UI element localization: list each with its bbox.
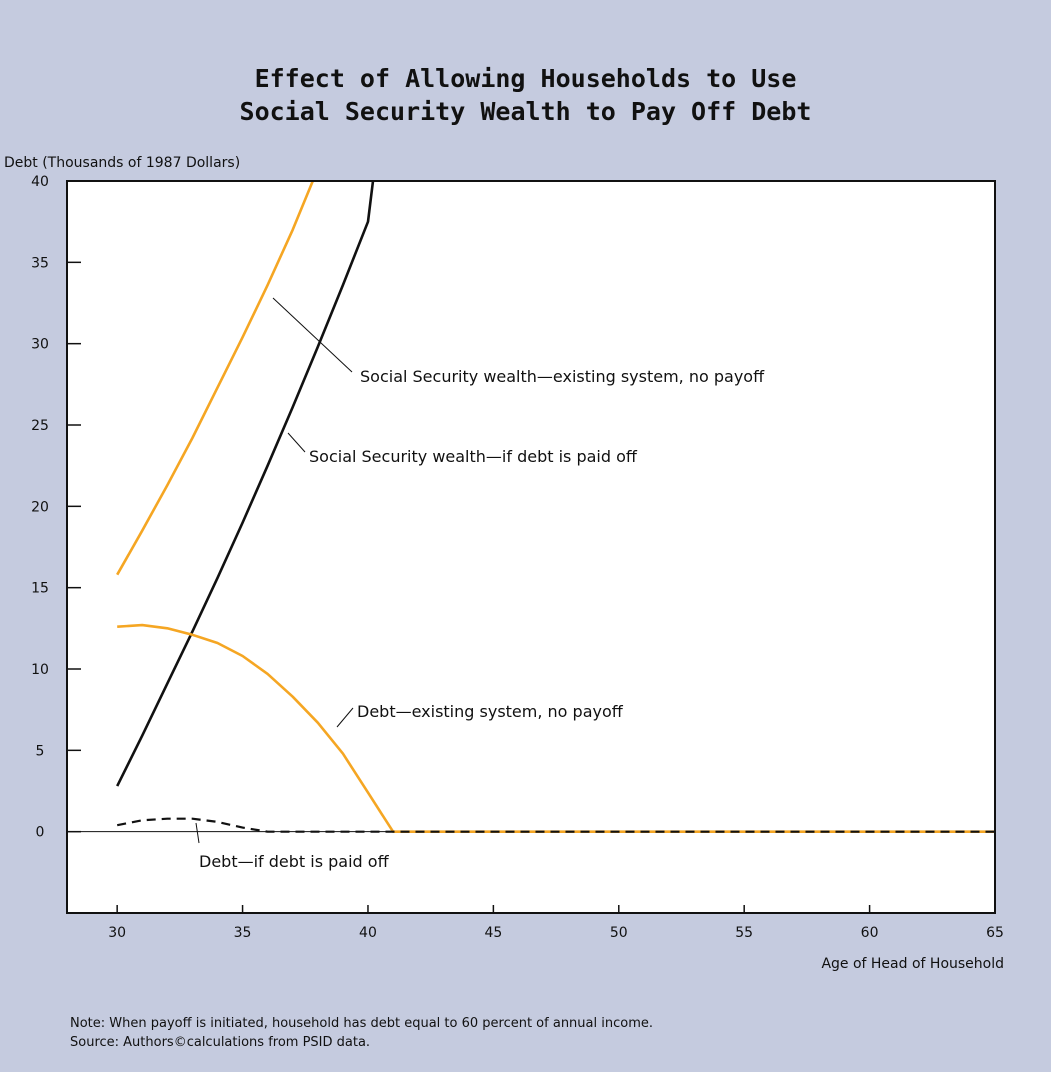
x-tick-label: 55 (735, 925, 753, 941)
y-tick-label: 20 (31, 499, 49, 515)
y-tick-label: 5 (36, 743, 45, 759)
y-tick-label: 15 (31, 581, 49, 597)
y-tick-label: 30 (31, 337, 49, 353)
note-text: Note: When payoff is initiated, househol… (70, 1014, 653, 1033)
x-tick-label: 40 (359, 925, 377, 941)
x-tick-label: 45 (484, 925, 502, 941)
annotation-ss-wealth-payoff: Social Security wealth—if debt is paid o… (309, 447, 638, 466)
y-tick-label: 0 (36, 825, 45, 841)
x-tick-label: 30 (108, 925, 126, 941)
chart: Debt (Thousands of 1987 Dollars) Age of … (0, 0, 1051, 1000)
plot-background (67, 181, 995, 913)
notes: Note: When payoff is initiated, househol… (70, 1014, 653, 1052)
y-tick-label: 40 (31, 174, 49, 190)
x-tick-label: 35 (234, 925, 252, 941)
x-tick-label: 65 (986, 925, 1004, 941)
y-tick-label: 35 (31, 255, 49, 271)
annotation-ss-wealth-existing: Social Security wealth—existing system, … (360, 367, 765, 386)
source-text: Source: Authors©calculations from PSID d… (70, 1033, 653, 1052)
x-axis-label: Age of Head of Household (821, 956, 1004, 972)
y-tick-label: 10 (31, 662, 49, 678)
y-tick-label: 25 (31, 418, 49, 434)
plot-area: 0 5 10 15 20 25 30 35 40 30 35 40 45 50 55 60 65 Social S… (31, 174, 1004, 941)
annotation-debt-existing: Debt—existing system, no payoff (357, 702, 624, 721)
x-tick-label: 60 (861, 925, 879, 941)
y-axis-label: Debt (Thousands of 1987 Dollars) (4, 155, 240, 171)
annotation-debt-payoff: Debt—if debt is paid off (199, 852, 390, 871)
x-tick-label: 50 (610, 925, 628, 941)
